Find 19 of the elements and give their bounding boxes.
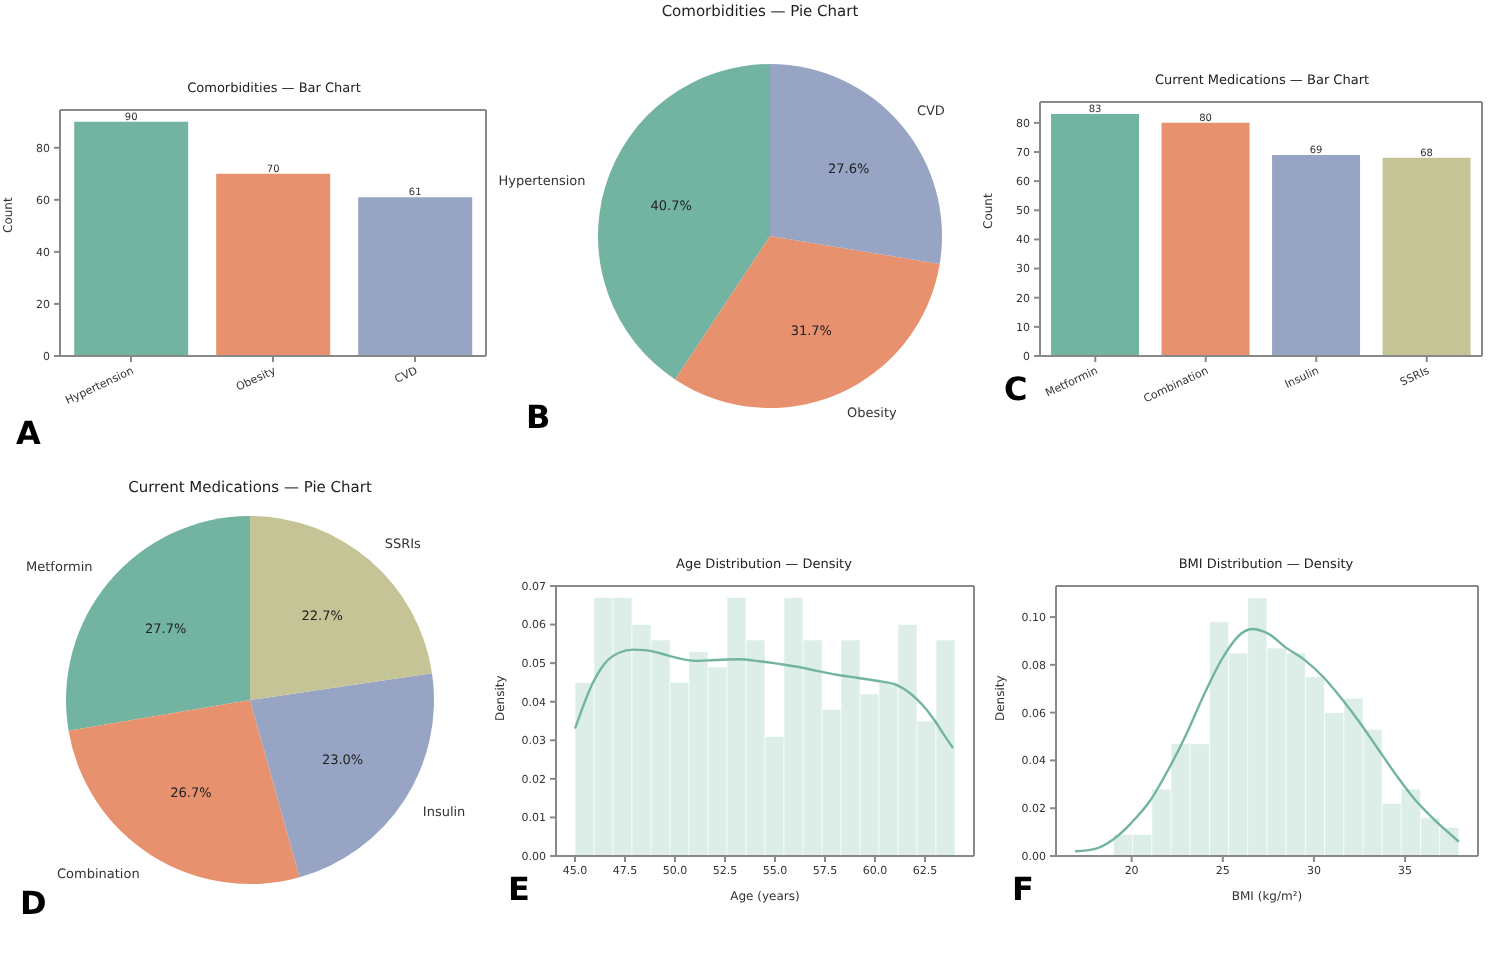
bar	[1382, 157, 1471, 356]
bar	[1272, 154, 1361, 356]
pie-slice	[250, 516, 433, 700]
text: F	[1012, 870, 1034, 908]
bar	[358, 197, 473, 356]
bar	[1051, 114, 1140, 356]
text: B	[526, 398, 551, 436]
text: D	[20, 884, 47, 922]
pie-slice	[675, 236, 940, 408]
bar	[1161, 122, 1250, 356]
line-series	[1073, 627, 1461, 853]
pie-slice	[598, 64, 770, 380]
pie-slice	[770, 64, 942, 264]
bar	[216, 173, 331, 356]
bar	[74, 121, 189, 356]
text: C	[1004, 370, 1028, 408]
text: E	[508, 870, 530, 908]
line-series	[573, 648, 955, 750]
text: A	[16, 414, 41, 452]
